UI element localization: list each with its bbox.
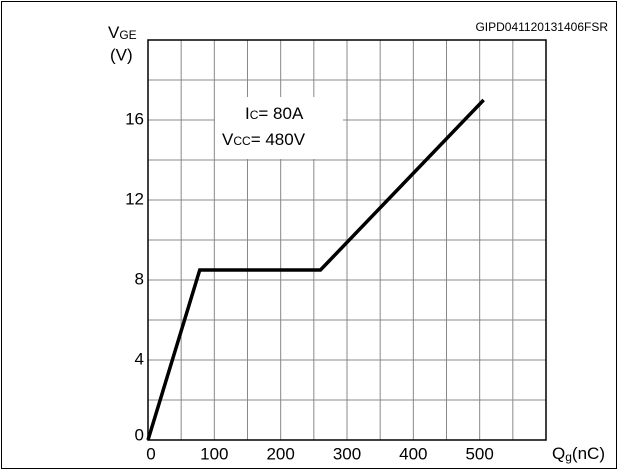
y-label: VGE — [108, 23, 137, 42]
y-tick-label: 12 — [125, 189, 144, 208]
annotation: VCC= 480V — [222, 130, 306, 149]
y-tick-label: 4 — [135, 349, 144, 368]
annotation-rest: = 80A — [258, 104, 304, 123]
x-tick-label: 0 — [146, 444, 155, 463]
x-label-sub: g — [565, 450, 572, 464]
annotation-box — [215, 97, 343, 159]
y-label-main: V — [108, 23, 120, 42]
annotation: IC= 80A — [245, 104, 304, 123]
x-tick-label: 200 — [266, 444, 294, 463]
y-tick-label: 0 — [135, 425, 144, 444]
y-tick-label: 8 — [135, 269, 144, 288]
annotation-main: I — [245, 104, 250, 123]
y-unit: (V) — [110, 45, 133, 64]
y-tick-label: 16 — [125, 109, 144, 128]
line — [146, 98, 485, 441]
annotation-main: V — [222, 130, 234, 149]
plot-border — [147, 39, 547, 441]
x-tick-label: 400 — [399, 444, 427, 463]
x-tick-label: 300 — [333, 444, 361, 463]
code: GIPD041120131406FSR — [475, 20, 608, 34]
annotation-rest: = 480V — [251, 130, 306, 149]
x-tick-label: 500 — [465, 444, 493, 463]
annotation-sub: CC — [233, 134, 251, 148]
x-label-main: Q — [552, 444, 565, 463]
y-label-sub: GE — [119, 28, 136, 42]
x-tick-label: 100 — [200, 444, 228, 463]
annotation-sub: C — [250, 108, 259, 122]
x-label: Qg(nC) — [552, 444, 605, 464]
x-label-unit: (nC) — [572, 444, 605, 463]
